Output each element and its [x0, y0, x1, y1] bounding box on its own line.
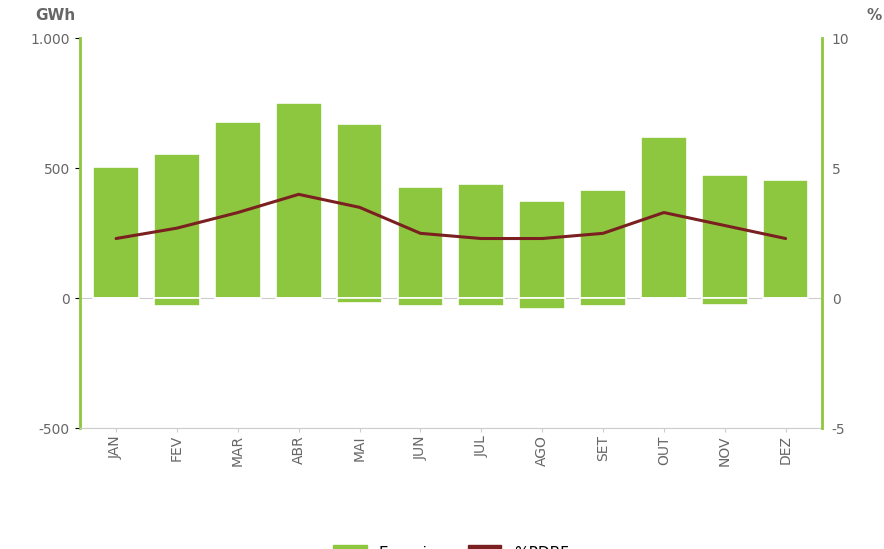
Bar	[702, 298, 748, 305]
Bar	[154, 154, 200, 298]
Bar	[459, 298, 504, 306]
Bar	[702, 175, 748, 298]
Bar	[276, 103, 322, 298]
Bar	[580, 298, 626, 306]
Bar	[337, 298, 383, 304]
Legend: Energia, %PDBF: Energia, %PDBF	[325, 537, 576, 549]
Bar	[215, 121, 261, 298]
Text: GWh: GWh	[35, 8, 75, 23]
Bar	[337, 124, 383, 298]
Bar	[459, 184, 504, 298]
Bar	[93, 167, 139, 298]
Bar	[519, 201, 565, 298]
Bar	[154, 298, 200, 306]
Bar	[580, 191, 626, 298]
Bar	[641, 137, 687, 298]
Bar	[398, 298, 443, 306]
Text: %: %	[866, 8, 882, 23]
Bar	[398, 187, 443, 298]
Bar	[763, 180, 809, 298]
Bar	[519, 298, 565, 309]
